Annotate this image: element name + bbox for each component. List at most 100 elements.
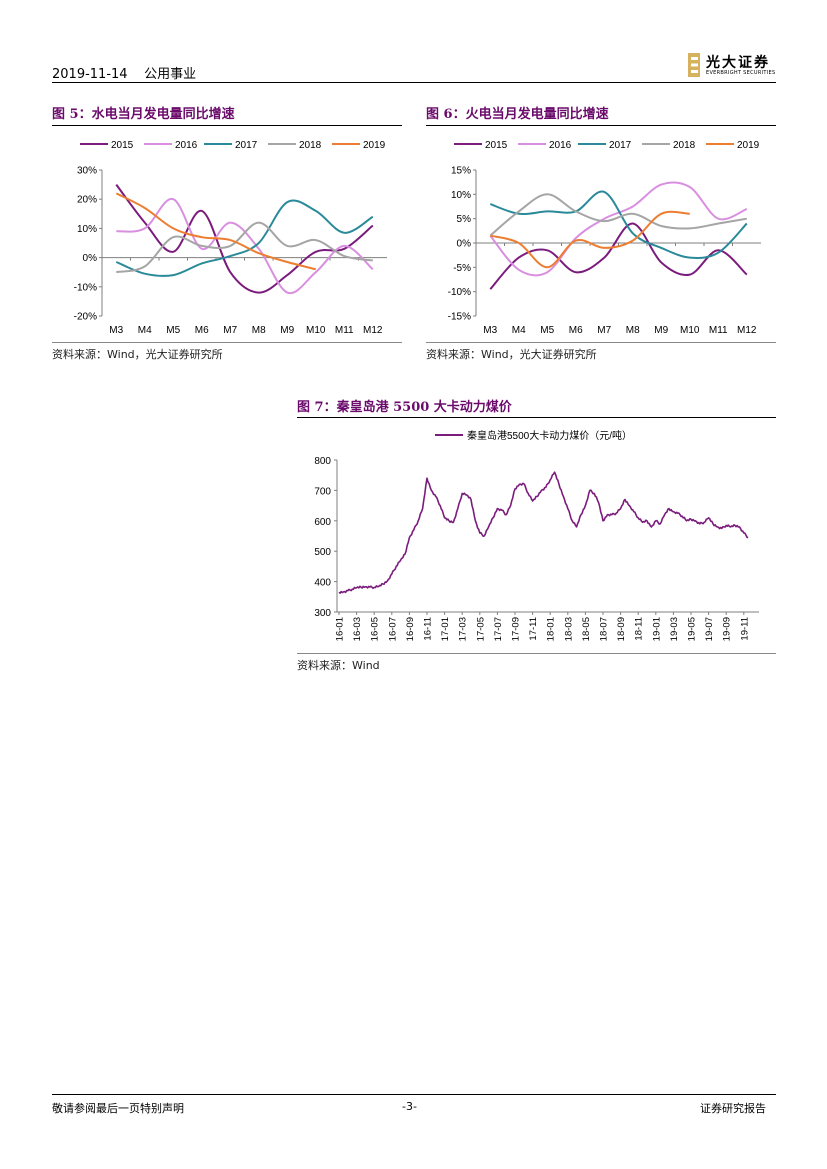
fig5-x-tick-label: M11	[335, 325, 354, 336]
fig5-x-tick-label: M10	[306, 325, 326, 336]
fig6-x-tick-label: M6	[569, 325, 583, 336]
fig7-series-line	[338, 471, 749, 594]
figure-5-source: 资料来源：Wind，光大证券研究所	[52, 348, 223, 361]
fig7-x-tick-label: 19-05	[687, 617, 698, 641]
fig6-y-tick-label: -10%	[448, 287, 471, 298]
fig5-legend-item-2015: 2015	[80, 140, 134, 151]
fig7-x-tick-label: 18-07	[599, 617, 610, 641]
fig7-x-tick-label: 16-05	[370, 617, 381, 641]
figure-5-bottom-rule	[52, 342, 402, 343]
brand-logo-text: 光大证券	[706, 55, 770, 71]
fig7-x-tick-label: 19-07	[704, 617, 715, 641]
fig6-series-line-2019	[490, 210, 690, 269]
fig5-y-tick-label: 10%	[77, 224, 97, 235]
fig6-series-line-2016	[489, 181, 748, 277]
fig7-x-tick-label: 17-03	[458, 617, 469, 641]
fig5-x-tick-label: M4	[138, 325, 152, 336]
fig7-x-tick-label: 16-03	[352, 617, 363, 641]
figure-5-top-rule	[52, 125, 402, 126]
fig6-x-tick-label: M10	[680, 325, 700, 336]
fig5-y-tick-label: 30%	[77, 166, 97, 177]
brand-logo-mark	[688, 53, 700, 77]
fig6-legend-item-2017: 2017	[578, 140, 632, 151]
fig5-legend-label-2017: 2017	[235, 140, 258, 151]
fig6-y-tick-label: -5%	[453, 263, 471, 274]
fig7-x-tick-label: 16-01	[335, 617, 346, 641]
fig7-x-tick-label: 17-09	[511, 617, 522, 641]
fig5-legend-item-2016: 2016	[144, 140, 198, 151]
fig5-x-tick-label: M7	[223, 325, 237, 336]
fig6-x-tick-label: M8	[626, 325, 640, 336]
fig6-y-tick-label: -15%	[448, 312, 471, 323]
figure-6-title: 图 6：火电当月发电量同比增速	[426, 107, 609, 122]
fig6-legend-label-2017: 2017	[609, 140, 632, 151]
fig6-y-tick-label: 10%	[451, 190, 471, 201]
footer-rule	[52, 1094, 776, 1095]
fig6-x-tick-label: M11	[709, 325, 728, 336]
fig7-x-tick-label: 18-03	[563, 617, 574, 641]
figure-6-top-rule	[426, 125, 776, 126]
fig7-x-tick-label: 18-05	[581, 617, 592, 641]
figure-7-title: 图 7：秦皇岛港 5500 大卡动力煤价	[297, 400, 512, 415]
fig7-x-tick-label: 19-01	[651, 617, 662, 641]
figure-5-title: 图 5：水电当月发电量同比增速	[52, 107, 235, 122]
fig7-x-tick-label: 17-01	[440, 617, 451, 641]
figure-6-source: 资料来源：Wind，光大证券研究所	[426, 348, 597, 361]
fig5-series-line-2019	[115, 192, 317, 271]
fig5-y-tick-label: -10%	[74, 282, 97, 293]
fig7-y-tick-label: 800	[314, 456, 331, 467]
fig5-legend-item-2018: 2018	[268, 140, 322, 151]
fig5-legend-label-2016: 2016	[175, 140, 198, 151]
fig6-x-tick-label: M9	[654, 325, 668, 336]
fig6-series-line-2017	[489, 190, 748, 259]
figure-7-source: 资料来源：Wind	[297, 659, 380, 672]
figure-5-chart: 2015 2016 2017 2018 2019 -20% -10% 0% 10% 20% 30% M…	[74, 140, 387, 336]
fig6-series-line-2018	[489, 193, 747, 237]
fig6-series-line-2015	[489, 222, 748, 290]
fig5-x-tick-label: M6	[195, 325, 209, 336]
fig7-y-tick-label: 600	[314, 517, 331, 528]
fig7-x-tick-label: 18-09	[616, 617, 627, 641]
fig5-legend-item-2019: 2019	[332, 140, 386, 151]
fig5-series-line-2017	[115, 199, 374, 277]
fig7-x-tick-label: 19-09	[722, 617, 733, 641]
fig6-y-tick-label: 15%	[451, 166, 471, 177]
fig7-x-tick-label: 18-01	[546, 617, 557, 641]
fig6-y-tick-label: 0%	[457, 239, 472, 250]
fig7-y-tick-label: 400	[314, 578, 331, 589]
fig5-x-tick-label: M12	[363, 325, 383, 336]
fig5-x-tick-label: M9	[280, 325, 294, 336]
figure-7-chart: 秦皇岛港5500大卡动力煤价（元/吨） 300 400 500 600 700 800 16-…	[314, 429, 759, 641]
fig6-legend-item-2015: 2015	[454, 140, 508, 151]
fig5-y-tick-label: -20%	[74, 312, 97, 323]
report-sector: 公用事业	[144, 67, 197, 82]
fig7-x-tick-label: 16-09	[405, 617, 416, 641]
fig7-x-tick-label: 16-07	[387, 617, 398, 641]
footer-report-type: 证券研究报告	[700, 1102, 766, 1115]
figure-6-bottom-rule	[426, 342, 776, 343]
fig6-x-tick-label: M5	[540, 325, 554, 336]
footer-disclaimer: 敬请参阅最后一页特别声明	[52, 1102, 184, 1115]
fig7-x-tick-label: 17-05	[475, 617, 486, 641]
fig7-x-tick-label: 19-03	[669, 617, 680, 641]
fig7-y-tick-label: 300	[314, 608, 331, 619]
fig5-series-line-2018	[116, 221, 373, 274]
fig7-x-tick-label: 17-11	[528, 617, 539, 641]
brand-logo-english: EVERBRIGHT SECURITIES	[706, 70, 776, 76]
fig7-y-tick-label: 500	[314, 547, 331, 558]
fig7-x-tick-label: 18-11	[634, 617, 645, 641]
fig6-legend-label-2015: 2015	[485, 140, 508, 151]
fig7-legend-label: 秦皇岛港5500大卡动力煤价（元/吨）	[467, 429, 632, 442]
fig5-x-tick-label: M3	[109, 325, 123, 336]
fig6-legend-label-2018: 2018	[673, 140, 696, 151]
footer-page-number: -3-	[402, 1100, 417, 1113]
fig5-x-tick-label: M5	[166, 325, 180, 336]
fig7-x-tick-label: 19-11	[739, 617, 750, 641]
fig5-y-tick-label: 20%	[77, 195, 97, 206]
figure-7-bottom-rule	[297, 653, 776, 654]
fig5-legend-item-2017: 2017	[204, 140, 258, 151]
report-date-sector: 2019-11-14 公用事业	[52, 63, 196, 82]
fig6-legend-label-2019: 2019	[737, 140, 760, 151]
fig6-x-tick-label: M4	[512, 325, 526, 336]
report-date: 2019-11-14	[52, 67, 128, 82]
